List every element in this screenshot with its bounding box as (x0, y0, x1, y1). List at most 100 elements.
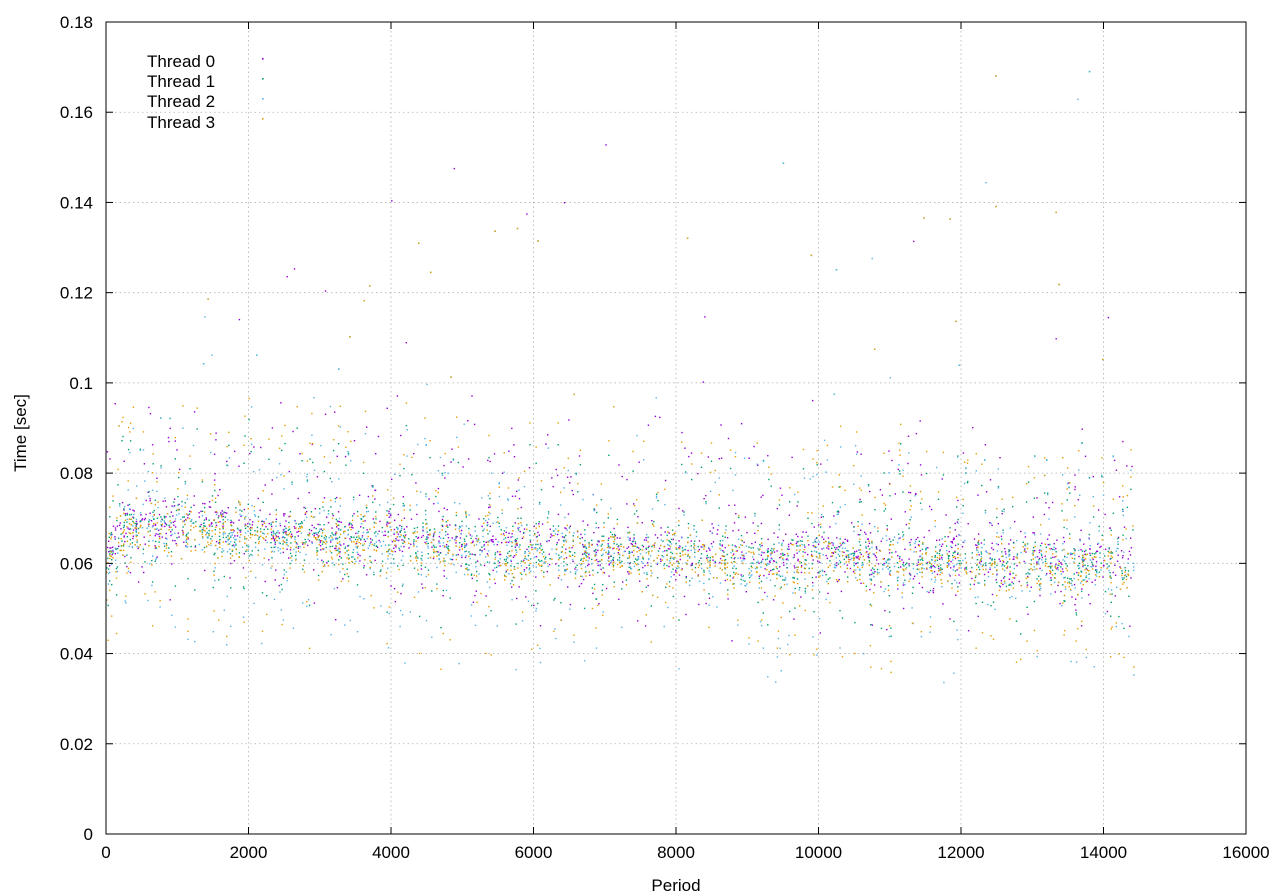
data-point (453, 167, 455, 170)
data-point (1100, 545, 1102, 548)
data-point (675, 542, 677, 545)
data-point (521, 620, 524, 622)
data-point (335, 549, 337, 552)
data-point (1117, 543, 1119, 545)
data-point (132, 520, 134, 523)
data-point (990, 635, 992, 637)
data-point (208, 524, 210, 526)
data-point (748, 550, 750, 553)
data-point (195, 525, 197, 527)
data-point (1111, 626, 1113, 628)
data-point (960, 562, 962, 565)
data-point (1082, 559, 1084, 561)
data-point (444, 471, 446, 474)
data-point (884, 508, 887, 510)
data-point (577, 482, 579, 485)
data-point (928, 591, 930, 594)
data-point (984, 584, 986, 586)
data-point (239, 531, 242, 533)
data-point (303, 519, 306, 521)
data-point (869, 603, 872, 606)
data-point (299, 527, 302, 529)
data-point (575, 472, 577, 475)
data-point (494, 556, 497, 559)
data-point (166, 538, 168, 540)
data-point (1028, 573, 1030, 575)
data-point (909, 519, 911, 521)
data-point (989, 562, 991, 564)
data-point (303, 506, 305, 509)
data-point (317, 535, 320, 537)
data-point (1048, 548, 1051, 550)
data-point (884, 504, 887, 506)
data-point (639, 548, 642, 551)
data-point (803, 548, 806, 551)
data-point (796, 541, 798, 543)
data-point (148, 545, 150, 547)
data-point (919, 571, 921, 573)
data-point (847, 581, 849, 583)
data-point (818, 541, 820, 543)
data-point (719, 582, 722, 584)
data-point (238, 519, 240, 521)
data-point (279, 591, 281, 593)
data-point (1011, 595, 1013, 598)
data-point (272, 535, 274, 538)
data-point (667, 543, 669, 546)
data-point (417, 591, 420, 593)
data-point (823, 531, 825, 534)
data-point (258, 536, 260, 538)
data-point (1110, 601, 1112, 603)
data-point (871, 571, 874, 574)
data-point (473, 574, 475, 576)
data-point (572, 493, 574, 496)
data-point (541, 553, 543, 555)
data-point (825, 554, 827, 557)
data-point (634, 562, 637, 565)
data-point (535, 607, 538, 610)
data-point (529, 534, 531, 536)
data-point (810, 550, 813, 553)
data-point (372, 486, 374, 488)
data-point (888, 611, 891, 613)
data-point (670, 538, 673, 541)
data-point (436, 550, 438, 553)
data-point (976, 544, 978, 547)
data-point (1110, 656, 1112, 658)
data-point (475, 537, 477, 540)
data-point (264, 484, 266, 486)
data-point (371, 543, 374, 546)
data-point (884, 588, 887, 590)
data-point (487, 550, 490, 552)
data-point (778, 528, 780, 531)
data-point (537, 548, 539, 550)
data-point (198, 543, 200, 546)
data-point (449, 540, 451, 542)
data-point (203, 546, 206, 549)
data-point (223, 575, 225, 578)
data-point (877, 530, 879, 532)
data-point (488, 503, 490, 506)
data-point (918, 582, 921, 584)
data-point (712, 596, 714, 598)
data-point (974, 576, 977, 579)
data-point (213, 519, 215, 521)
data-point (438, 542, 440, 544)
data-point (815, 551, 818, 553)
data-point (497, 560, 499, 562)
data-point (917, 536, 919, 539)
data-point (724, 559, 727, 561)
data-point (165, 506, 168, 508)
data-point (925, 472, 928, 475)
data-point (182, 526, 184, 528)
data-point (541, 523, 544, 525)
data-point (1078, 555, 1080, 558)
data-point (523, 528, 526, 530)
data-point (436, 588, 438, 590)
data-point (441, 524, 443, 527)
data-point (556, 542, 558, 544)
data-point (1026, 584, 1029, 586)
data-point (381, 565, 384, 567)
data-point (539, 565, 541, 567)
data-point (369, 555, 371, 558)
